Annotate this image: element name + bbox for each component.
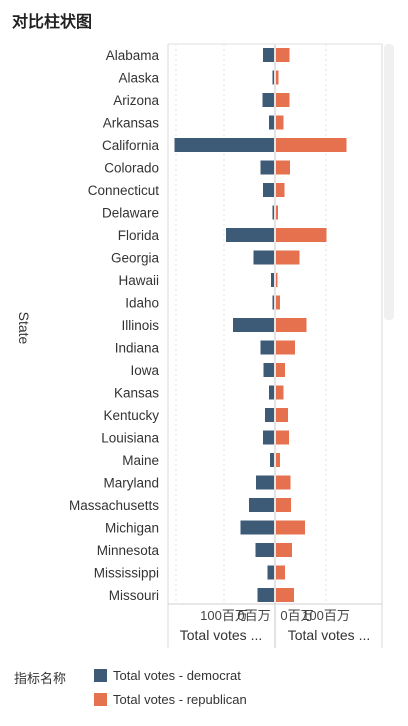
bar-republican	[276, 115, 284, 130]
bar-democrat	[260, 160, 274, 175]
category-label: Hawaii	[118, 273, 159, 288]
bar-democrat	[272, 295, 274, 310]
bar-republican	[276, 588, 294, 602]
legend-swatch-democrat	[94, 669, 107, 682]
bar-republican	[276, 273, 278, 287]
category-label: Kansas	[114, 386, 159, 401]
bar-democrat	[226, 228, 274, 242]
x-axis-title-right: Total votes ...	[288, 627, 370, 643]
category-label: Missouri	[109, 588, 159, 603]
legend-title: 指标名称	[14, 671, 67, 686]
category-label: Mississippi	[94, 566, 159, 581]
bar-republican	[276, 475, 291, 490]
bar-democrat	[272, 70, 274, 85]
category-label: Connecticut	[88, 183, 160, 198]
category-label: Arizona	[113, 93, 159, 108]
bar-republican	[276, 93, 290, 107]
category-label: Alabama	[106, 48, 160, 63]
bar-democrat	[267, 565, 274, 580]
diverging-bar-chart: Alabama Alaska Arizona Arkansas California Co…	[69, 43, 383, 648]
category-label: Louisiana	[101, 431, 159, 446]
category-label: Maryland	[103, 476, 159, 491]
bar-republican	[276, 228, 327, 242]
category-label: California	[102, 138, 160, 153]
x-tick-label: 0百万	[237, 608, 270, 623]
bar-republican	[276, 138, 347, 152]
legend-label-democrat: Total votes - democrat	[113, 668, 241, 683]
category-label: Georgia	[111, 251, 160, 266]
category-label: Massachusetts	[69, 498, 159, 513]
bar-republican	[276, 205, 278, 220]
bar-republican	[276, 295, 280, 310]
bar-democrat	[272, 205, 274, 220]
bar-democrat	[256, 475, 274, 490]
bar-republican	[276, 408, 288, 422]
bar-republican	[276, 318, 307, 332]
bar-republican	[276, 385, 284, 400]
bar-republican	[276, 520, 305, 535]
bar-republican	[276, 498, 291, 512]
category-label: Illinois	[121, 318, 159, 333]
bar-democrat	[240, 520, 274, 535]
category-label: Indiana	[115, 341, 160, 356]
bar-republican	[276, 48, 290, 62]
category-label: Minnesota	[97, 543, 160, 558]
bar-republican	[276, 340, 295, 355]
category-label: Michigan	[105, 521, 159, 536]
bar-republican	[276, 70, 279, 85]
legend-item-democrat[interactable]: Total votes - democrat	[94, 668, 241, 683]
bar-democrat	[255, 543, 274, 557]
x-tick-label: 0百万	[280, 608, 313, 623]
bar-democrat	[265, 408, 274, 422]
bar-democrat	[269, 385, 274, 400]
legend-item-republican[interactable]: Total votes - republican	[94, 692, 247, 707]
bar-republican	[276, 363, 285, 377]
x-axis-title-left: Total votes ...	[180, 627, 262, 643]
scrollbar[interactable]	[384, 44, 394, 320]
bar-democrat	[262, 93, 274, 107]
x-tick-label: 100百万	[200, 608, 248, 623]
bar-democrat	[270, 453, 274, 467]
category-label: Kentucky	[103, 408, 159, 423]
bar-republican	[276, 565, 285, 580]
category-label: Maine	[122, 453, 159, 468]
bar-democrat	[260, 340, 274, 355]
bar-democrat	[263, 363, 274, 377]
legend-label-republican: Total votes - republican	[113, 692, 247, 707]
category-label: Delaware	[102, 206, 159, 221]
bar-democrat	[174, 138, 274, 152]
bar-republican	[276, 160, 290, 175]
bar-democrat	[271, 273, 274, 287]
category-label: Alaska	[118, 71, 159, 86]
category-label: Colorado	[104, 161, 159, 176]
category-label: Florida	[118, 228, 160, 243]
bar-democrat	[263, 183, 274, 197]
category-label: Arkansas	[103, 116, 160, 131]
chart-title: 对比柱状图	[12, 14, 93, 31]
bar-democrat	[257, 588, 274, 602]
bar-republican	[276, 430, 289, 445]
bar-democrat	[263, 48, 274, 62]
bar-democrat	[269, 115, 274, 130]
bar-republican	[276, 183, 285, 197]
category-label: Iowa	[130, 363, 159, 378]
bar-republican	[276, 250, 300, 265]
bar-democrat	[263, 430, 274, 445]
bar-democrat	[253, 250, 274, 265]
legend-swatch-republican	[94, 693, 107, 706]
bar-republican	[276, 543, 292, 557]
bar-democrat	[233, 318, 274, 332]
category-label: Idaho	[125, 296, 159, 311]
bar-republican	[276, 453, 280, 467]
x-tick-label: 100百万	[302, 608, 350, 623]
bar-democrat	[249, 498, 274, 512]
